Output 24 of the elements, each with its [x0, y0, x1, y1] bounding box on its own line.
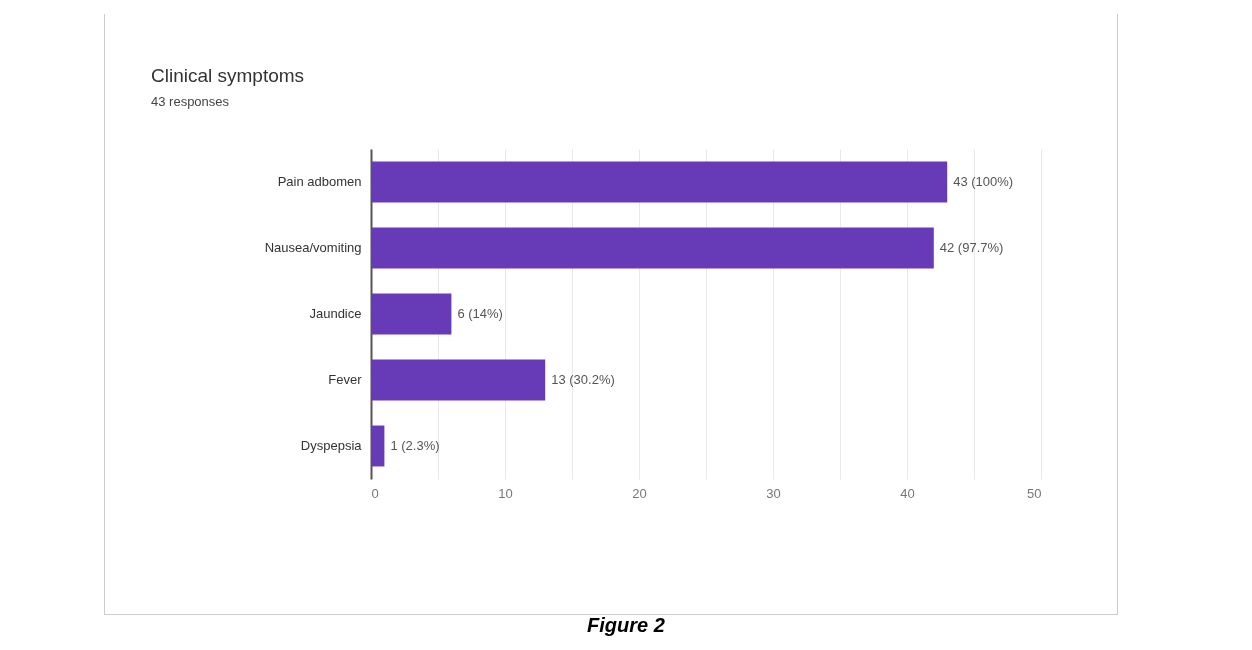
caption: Figure 2: [586, 614, 666, 637]
bar: [371, 359, 546, 401]
x-tick-label: 10: [498, 485, 513, 501]
y-tick-label: Pain adbomen: [277, 174, 362, 189]
data-label: 6 (14%): [457, 306, 503, 321]
y-tick-label: Nausea/vomiting: [264, 240, 362, 255]
bar: [371, 227, 934, 269]
bar: [371, 161, 948, 203]
text: 43 responses: [151, 94, 230, 109]
bar: [371, 425, 385, 467]
x-tick-label: 0: [371, 485, 379, 501]
chart-title: Clinical symptoms: [151, 65, 305, 86]
x-tick-label: 20: [632, 485, 647, 501]
y-tick-label: Jaundice: [309, 306, 362, 321]
data-label: 43 (100%): [953, 174, 1014, 189]
data-label: 1 (2.3%): [390, 438, 440, 453]
data-label: 42 (97.7%): [939, 240, 1004, 255]
data-label: 13 (30.2%): [551, 372, 615, 387]
bar: [371, 293, 452, 335]
x-tick-label: 30: [766, 485, 781, 501]
x-tick-label: 40: [900, 485, 915, 501]
y-tick-label: Fever: [328, 372, 363, 387]
x-tick-label: 50: [1027, 485, 1042, 501]
y-tick-label: Dyspepsia: [300, 438, 363, 453]
